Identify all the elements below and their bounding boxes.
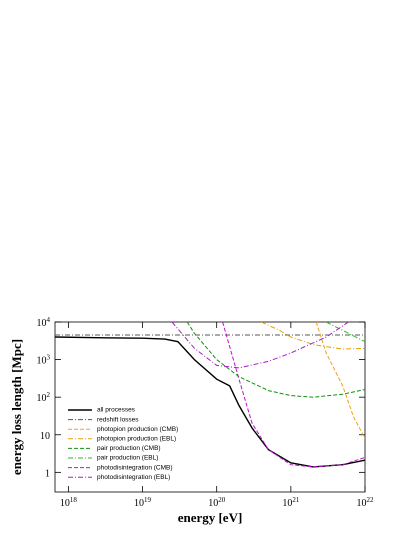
legend-label: redshift losses [97,416,139,423]
y-tick-label: 1 [45,469,50,480]
y-tick-label: 102 [37,391,51,405]
plot-frame [54,321,366,493]
x-tick-label: 1021 [282,496,300,510]
series-line [261,322,365,350]
legend-label: photopion production (CMB) [97,426,178,433]
series-line [186,322,365,398]
y-tick-label: 104 [37,316,51,330]
x-tick-label: 1018 [60,496,78,510]
y-tick-label: 10 [40,431,50,442]
y-axis-label: energy loss length [Mpc] [9,339,24,475]
y-tick-label: 103 [37,353,51,367]
series-line [325,322,365,343]
x-tick-label: 1019 [134,496,152,510]
x-tick-label: 1022 [357,496,375,510]
x-axis-label: energy [eV] [178,510,243,525]
legend-label: all processes [97,407,136,414]
series-line [171,322,349,369]
series-line [55,336,365,468]
x-tick-label: 1020 [208,496,226,510]
legend-label: photodisintegration (EBL) [97,474,170,481]
legend-label: pair production (CMB) [97,445,161,452]
legend-label: photopion production (EBL) [97,436,176,443]
legend-label: pair production (EBL) [97,455,158,462]
series-line [315,322,365,439]
series-line [222,322,365,468]
legend-label: photodisintegration (CMB) [97,464,173,471]
plot-lines [55,322,365,468]
